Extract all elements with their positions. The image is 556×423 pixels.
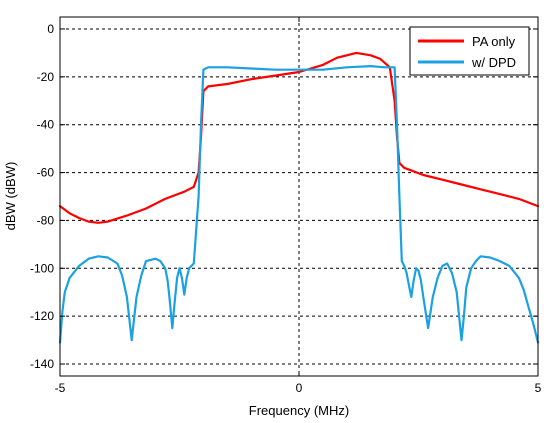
y-tick-label: -140 (30, 357, 54, 371)
y-tick-label: -40 (37, 118, 55, 132)
legend-box (409, 26, 530, 76)
series-line-pa-only (58, 51, 540, 224)
x-axis-label: Frequency (MHz) (249, 403, 349, 418)
y-axis-label: dBW (dBW) (3, 162, 18, 231)
y-tick-label: -80 (37, 213, 55, 227)
legend-label-pa-only: PA only (472, 34, 516, 49)
x-tick-label: 0 (296, 381, 303, 395)
y-tick-label: -20 (37, 70, 55, 84)
x-tick-label: 5 (535, 381, 542, 395)
x-tick-label: -5 (55, 381, 66, 395)
ticks: 0 -20 -40 -60 -80 -100 -120 -140-5 0 5 (30, 17, 542, 395)
y-tick-label: -120 (30, 309, 54, 323)
y-tick-label: -60 (37, 166, 55, 180)
series-line-w-dpd (58, 65, 540, 344)
legend-label-w-dpd: w/ DPD (471, 55, 516, 70)
series-group (58, 51, 540, 344)
y-tick-label: 0 (47, 22, 54, 36)
legend: PA only w/ DPD (409, 26, 530, 76)
y-tick-label: -100 (30, 261, 54, 275)
